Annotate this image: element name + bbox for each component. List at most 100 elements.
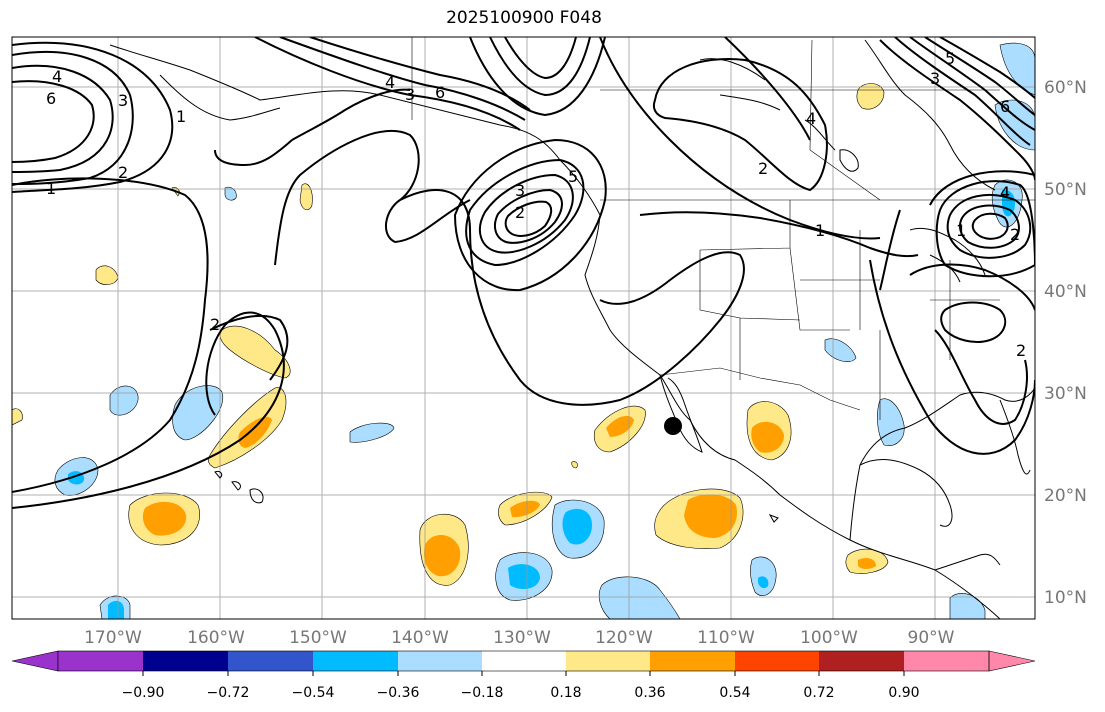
contour-line (909, 37, 1035, 131)
colorbar-bin (143, 651, 228, 671)
colorbar-tick-label: 0.90 (888, 685, 919, 701)
contour-line (724, 37, 811, 141)
contour-label: 1 (815, 221, 825, 240)
political-borders (411, 37, 1035, 420)
anomaly-shading (12, 42, 1035, 619)
contour-label: 3 (515, 181, 525, 200)
contour-line (469, 37, 606, 117)
contour-line (929, 170, 1035, 206)
contour-line (879, 39, 1035, 181)
contour-line (291, 88, 411, 141)
positive-anomaly-patch (571, 461, 578, 469)
lon-label: 140°W (391, 628, 449, 648)
contour-line (254, 37, 521, 131)
contour-label: 4 (1000, 183, 1010, 202)
lat-label: 30°N (1044, 384, 1087, 404)
lon-label: 90°W (908, 628, 955, 648)
contour-line (599, 37, 881, 240)
colorbar-bin (398, 651, 482, 671)
contour-line (504, 37, 577, 80)
contour-line (453, 138, 607, 292)
positive-anomaly-patch (684, 494, 738, 538)
negative-anomaly-patch (758, 576, 769, 589)
lat-label: 60°N (1044, 78, 1087, 98)
contour-label: 6 (1000, 97, 1010, 116)
location-marker (664, 417, 682, 435)
negative-anomaly-patch (224, 186, 237, 201)
colorbar-bin (228, 651, 313, 671)
contour-line (478, 173, 574, 254)
lon-label: 150°W (289, 628, 347, 648)
lat-label: 10°N (1044, 588, 1087, 608)
colorbar-min-extend (11, 650, 59, 672)
contour-label: 3 (930, 69, 940, 88)
colorbar-bin (58, 651, 143, 671)
contour-line (214, 139, 293, 167)
contour-line (934, 329, 1028, 425)
lon-label: 110°W (697, 628, 755, 648)
contour-line (652, 58, 828, 192)
colorbar: −0.90 −0.72 −0.54 −0.36 −0.18 0.18 0.36 … (11, 650, 1036, 701)
contour-line (924, 37, 1035, 116)
positive-anomaly-patch (606, 415, 634, 437)
lat-label: 20°N (1044, 486, 1087, 506)
contour-label: 4 (52, 67, 62, 86)
contour-label: 2 (1010, 225, 1020, 244)
contour-line (909, 263, 1035, 311)
contour-label: 6 (435, 83, 445, 102)
contour-line (894, 37, 1031, 146)
positive-anomaly-patch (142, 501, 187, 536)
colorbar-bin (735, 651, 819, 671)
contour-label: 2 (515, 203, 525, 222)
contour-label: 4 (385, 73, 395, 92)
colorbar-bin (819, 651, 904, 671)
negative-anomaly-patch (999, 42, 1035, 96)
contour-label: 2 (210, 315, 220, 334)
colorbar-tick-label: −0.54 (292, 685, 335, 701)
colorbar-tick-label: 0.18 (550, 685, 581, 701)
negative-anomaly-patch (349, 422, 395, 443)
longitude-labels: 170°W 160°W 150°W 140°W 130°W 120°W 110°… (84, 628, 955, 648)
contour-line (12, 51, 134, 185)
positive-anomaly-patch (238, 416, 272, 448)
negative-anomaly-patch (994, 99, 1035, 151)
positive-anomaly-patch (299, 183, 313, 210)
contour-label: 3 (405, 85, 415, 104)
colorbar-tick-label: 0.54 (719, 685, 750, 701)
contour-label: 4 (806, 109, 816, 128)
negative-anomaly-patch (108, 600, 124, 619)
negative-anomaly-patch (598, 576, 681, 619)
contour-label: 2 (758, 159, 768, 178)
plot-frame (11, 36, 1036, 620)
contour-line (940, 301, 1007, 343)
positive-anomaly-patch (510, 500, 540, 518)
lon-label: 170°W (84, 628, 142, 648)
contour-line (399, 189, 745, 406)
positive-anomaly-patch (858, 558, 876, 569)
negative-anomaly-patch (750, 556, 777, 596)
contour-line (12, 177, 209, 493)
negative-anomaly-patch (508, 564, 540, 590)
colorbar-bin (313, 651, 398, 671)
colorbar-tick-label: 0.72 (803, 685, 834, 701)
lat-label: 40°N (1044, 282, 1087, 302)
contour-line (939, 37, 1035, 99)
colorbar-bin (904, 651, 989, 671)
contour-line (274, 130, 471, 266)
contour-line (12, 80, 95, 163)
positive-anomaly-patch (424, 534, 461, 577)
colorbar-bin (482, 651, 566, 671)
contour-line (465, 158, 585, 267)
positive-anomaly-patch (12, 408, 23, 426)
negative-anomaly-patch (562, 508, 592, 545)
graticule (12, 37, 1035, 619)
map-title: 2025100900 F048 (446, 8, 602, 28)
lon-label: 120°W (595, 628, 653, 648)
contour-line (493, 188, 563, 244)
positive-anomaly-patch (219, 325, 291, 379)
colorbar-max-extend (988, 650, 1036, 672)
contour-label: 1 (176, 107, 186, 126)
contour-line (959, 204, 1020, 249)
negative-anomaly-patch (172, 385, 224, 441)
colorbar-tick-label: −0.72 (207, 685, 250, 701)
